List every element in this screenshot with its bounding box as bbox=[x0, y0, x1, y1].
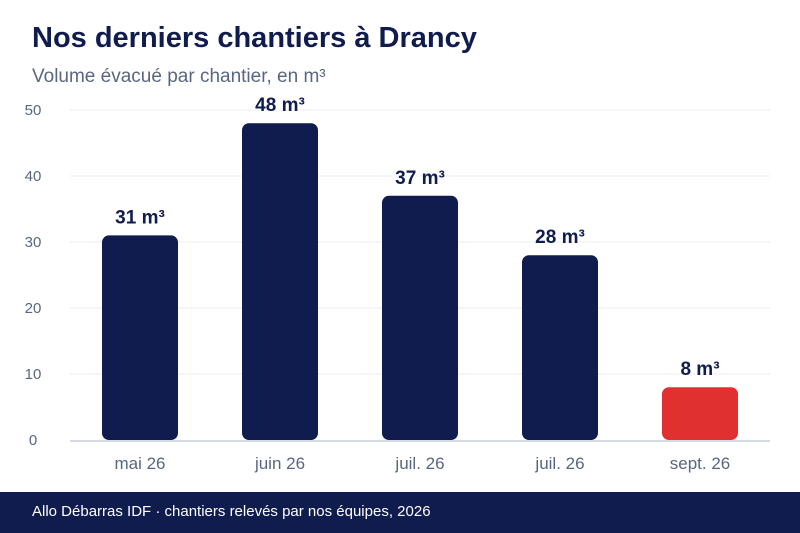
chart-subtitle: Volume évacué par chantier, en m³ bbox=[32, 66, 326, 87]
x-tick-label: juil. 26 bbox=[394, 454, 444, 473]
y-tick-label: 40 bbox=[25, 168, 42, 185]
bar-data-label: 37 m³ bbox=[395, 168, 445, 189]
x-tick-label: sept. 26 bbox=[670, 454, 731, 473]
bar bbox=[522, 255, 598, 440]
bar-data-label: 48 m³ bbox=[255, 95, 305, 116]
y-tick-label: 0 bbox=[29, 432, 37, 449]
chart-title: Nos derniers chantiers à Drancy bbox=[32, 22, 477, 54]
x-tick-label: mai 26 bbox=[114, 454, 165, 473]
y-tick-label: 50 bbox=[25, 102, 42, 119]
footer-source: Allo Débarras IDF · chantiers relevés pa… bbox=[32, 503, 431, 520]
bar-data-label: 8 m³ bbox=[680, 359, 719, 380]
footer-bar: Allo Débarras IDF · chantiers relevés pa… bbox=[0, 492, 800, 533]
bar bbox=[382, 195, 458, 440]
y-tick-label: 20 bbox=[25, 300, 42, 317]
bar-chart: 0 10 20 30 40 50 31 m³ mai 26 48 m³ juin 26 37 m³ j… bbox=[25, 95, 770, 473]
x-tick-label: juil. 26 bbox=[534, 454, 584, 473]
bar bbox=[102, 235, 178, 440]
x-tick-label: juin 26 bbox=[254, 454, 305, 473]
y-tick-label: 30 bbox=[25, 234, 42, 251]
bar-data-label: 31 m³ bbox=[115, 207, 165, 228]
bar bbox=[662, 387, 738, 440]
y-tick-label: 10 bbox=[25, 366, 42, 383]
bar bbox=[242, 123, 318, 440]
bar-data-label: 28 m³ bbox=[535, 227, 585, 248]
